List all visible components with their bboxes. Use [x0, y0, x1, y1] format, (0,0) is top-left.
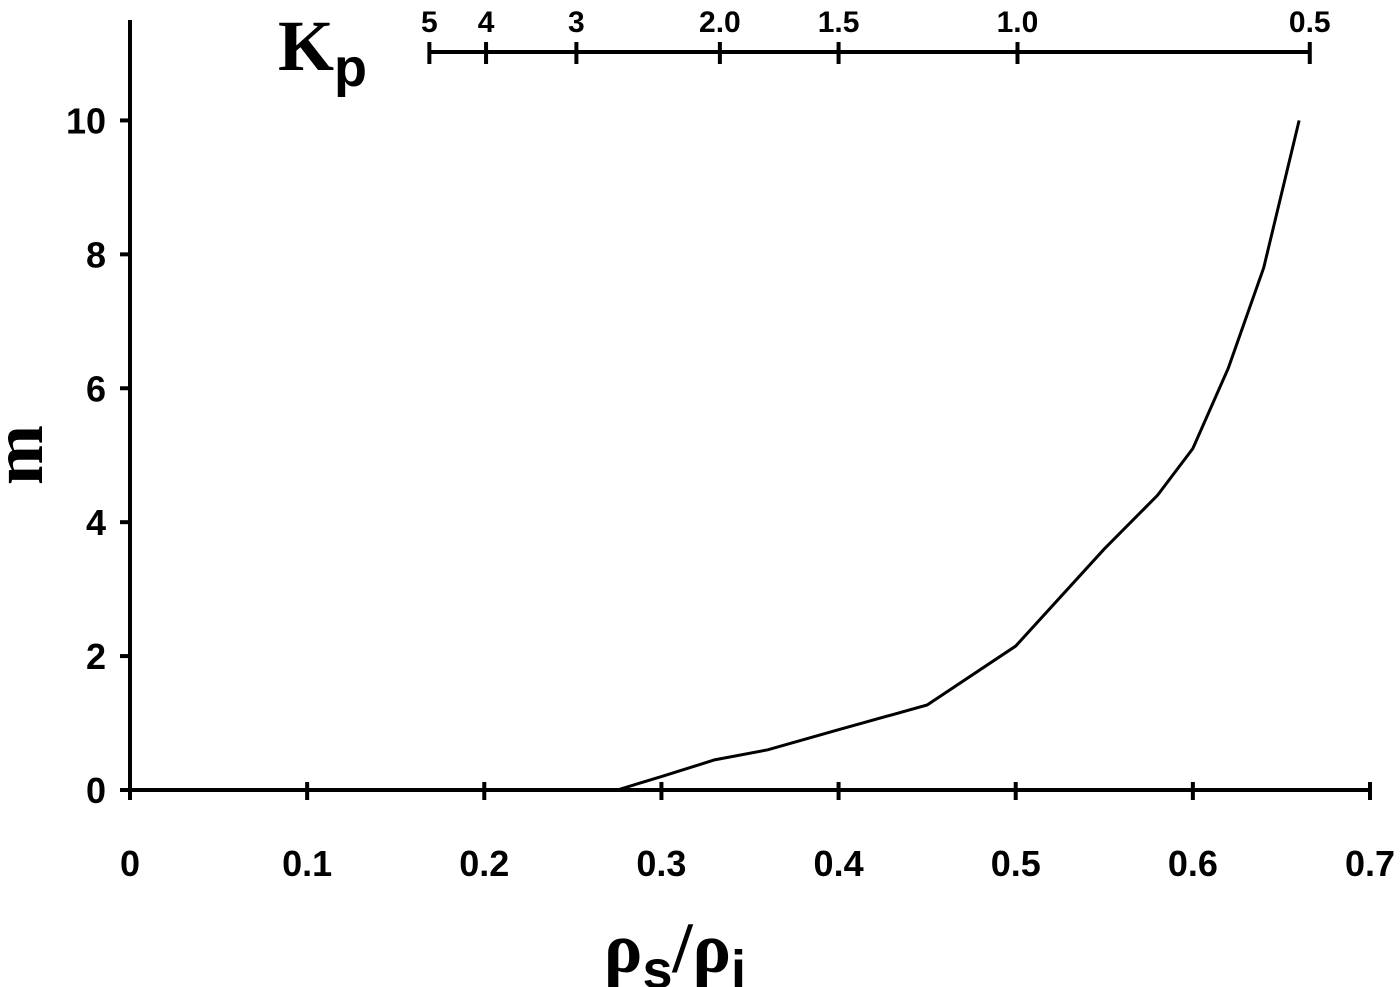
y-tick-label: 10 [66, 100, 106, 141]
x-axis-label: ρs/ρi [604, 908, 746, 987]
label-part: ρ [693, 908, 732, 987]
y-tick-label: 6 [86, 368, 106, 409]
label-part: ρ [604, 908, 643, 987]
x-tick-label: 0.7 [1345, 843, 1395, 884]
x-tick-label: 0.4 [814, 843, 864, 884]
label-part: K [278, 6, 334, 86]
x2-tick-label: 1.5 [818, 6, 860, 39]
x2-tick-label: 0.5 [1289, 6, 1331, 39]
label-part: / [672, 908, 694, 987]
x-tick-label: 0.6 [1168, 843, 1218, 884]
x-tick-label: 0.1 [282, 843, 332, 884]
label-part: i [731, 940, 746, 987]
y-tick-label: 4 [86, 502, 106, 543]
y-axis-label: m [0, 425, 58, 485]
label-part: p [334, 38, 367, 98]
x-tick-label: 0 [120, 843, 140, 884]
label-part: s [642, 940, 672, 987]
x2-axis-label: Kp [278, 6, 367, 98]
x2-tick-label: 5 [421, 6, 438, 39]
x2-tick-label: 1.0 [997, 6, 1039, 39]
x-tick-label: 0.3 [636, 843, 686, 884]
y-tick-label: 8 [86, 234, 106, 275]
x2-tick-label: 3 [568, 6, 585, 39]
y-tick-label: 0 [86, 770, 106, 811]
x-tick-label: 0.5 [991, 843, 1041, 884]
data-line [616, 120, 1301, 792]
y-tick-label: 2 [86, 636, 106, 677]
x-tick-label: 0.2 [459, 843, 509, 884]
x2-tick-label: 2.0 [699, 6, 741, 39]
x2-tick-label: 4 [478, 6, 495, 39]
